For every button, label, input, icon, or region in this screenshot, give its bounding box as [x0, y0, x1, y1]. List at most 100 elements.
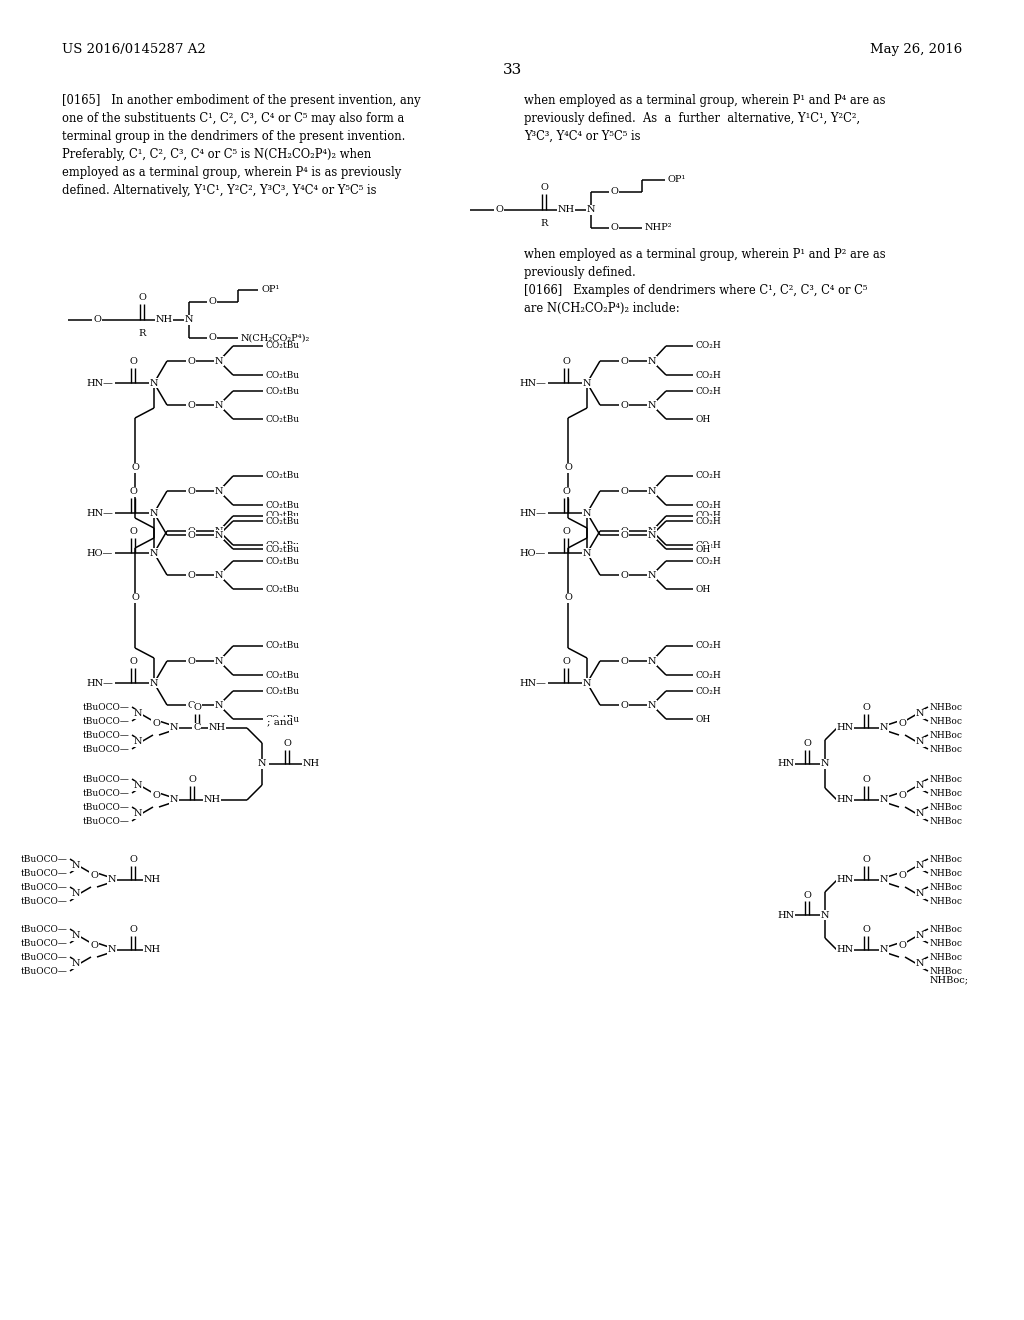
- Text: O: O: [898, 719, 906, 729]
- Text: N: N: [915, 809, 925, 818]
- Text: tBuOCO—: tBuOCO—: [22, 939, 68, 948]
- Text: O: O: [621, 356, 628, 366]
- Text: CO₂H: CO₂H: [695, 387, 721, 396]
- Text: N: N: [648, 570, 656, 579]
- Text: O: O: [152, 792, 160, 800]
- Text: O: O: [194, 704, 201, 713]
- Text: N: N: [821, 911, 829, 920]
- Text: NHBoc: NHBoc: [930, 803, 963, 812]
- Text: O: O: [93, 315, 101, 325]
- Text: R: R: [541, 219, 548, 228]
- Text: O: O: [129, 358, 137, 367]
- Text: NH: NH: [209, 723, 225, 733]
- Text: N: N: [72, 890, 80, 899]
- Text: tBuOCO—: tBuOCO—: [83, 788, 130, 797]
- Text: CO₂tBu: CO₂tBu: [265, 540, 299, 549]
- Text: NHBoc: NHBoc: [930, 854, 963, 863]
- Text: N: N: [215, 656, 223, 665]
- Text: O: O: [283, 739, 291, 748]
- Text: NHBoc: NHBoc: [930, 924, 963, 933]
- Text: O: O: [187, 356, 195, 366]
- Text: HO—: HO—: [87, 549, 113, 557]
- Text: CO₂H: CO₂H: [695, 471, 721, 480]
- Text: O: O: [187, 487, 195, 495]
- Text: O: O: [610, 187, 617, 197]
- Text: tBuOCO—: tBuOCO—: [22, 966, 68, 975]
- Text: N: N: [880, 723, 888, 733]
- Text: OH: OH: [695, 544, 711, 553]
- Text: NH: NH: [156, 315, 173, 325]
- Text: May 26, 2016: May 26, 2016: [869, 44, 962, 57]
- Text: HN: HN: [837, 945, 854, 954]
- Text: tBuOCO—: tBuOCO—: [83, 744, 130, 754]
- Text: tBuOCO—: tBuOCO—: [22, 896, 68, 906]
- Text: 33: 33: [503, 63, 521, 77]
- Text: N: N: [880, 875, 888, 884]
- Text: NHBoc: NHBoc: [930, 817, 963, 825]
- Text: O: O: [562, 358, 570, 367]
- Text: CO₂tBu: CO₂tBu: [265, 686, 299, 696]
- Text: HN: HN: [777, 759, 795, 768]
- Text: N: N: [915, 960, 925, 969]
- Text: CO₂H: CO₂H: [695, 516, 721, 525]
- Text: CO₂H: CO₂H: [695, 642, 721, 651]
- Text: N: N: [880, 945, 888, 954]
- Text: CO₂tBu: CO₂tBu: [265, 342, 299, 351]
- Text: CO₂tBu: CO₂tBu: [265, 500, 299, 510]
- Text: tBuOCO—: tBuOCO—: [83, 717, 130, 726]
- Text: CO₂tBu: CO₂tBu: [265, 511, 299, 520]
- Text: O: O: [187, 570, 195, 579]
- Text: O: O: [90, 941, 98, 950]
- Text: N: N: [108, 875, 117, 884]
- Text: O: O: [138, 293, 146, 302]
- Text: O: O: [187, 400, 195, 409]
- Text: CO₂tBu: CO₂tBu: [265, 471, 299, 480]
- Text: N: N: [215, 400, 223, 409]
- Text: O: O: [803, 739, 811, 748]
- Text: N: N: [150, 678, 159, 688]
- Text: O: O: [90, 871, 98, 880]
- Text: O: O: [131, 594, 139, 602]
- Text: N: N: [150, 549, 159, 557]
- Text: CO₂H: CO₂H: [695, 671, 721, 680]
- Text: N: N: [648, 701, 656, 710]
- Text: N: N: [215, 487, 223, 495]
- Text: N: N: [648, 356, 656, 366]
- Text: N: N: [72, 862, 80, 870]
- Text: O: O: [129, 487, 137, 496]
- Text: N: N: [72, 932, 80, 940]
- Text: N: N: [915, 738, 925, 747]
- Text: N: N: [821, 759, 829, 768]
- Text: when employed as a terminal group, wherein P¹ and P² are as
previously defined.
: when employed as a terminal group, where…: [524, 248, 886, 315]
- Text: N: N: [915, 710, 925, 718]
- Text: NHBoc: NHBoc: [930, 788, 963, 797]
- Text: O: O: [129, 855, 137, 865]
- Text: N: N: [915, 781, 925, 791]
- Text: O: O: [129, 657, 137, 667]
- Text: O: O: [621, 570, 628, 579]
- Text: CO₂H: CO₂H: [695, 342, 721, 351]
- Text: tBuOCO—: tBuOCO—: [22, 869, 68, 878]
- Text: O: O: [129, 925, 137, 935]
- Text: CO₂H: CO₂H: [695, 500, 721, 510]
- Text: HN: HN: [837, 723, 854, 733]
- Text: N(CH₂CO₂P⁴)₂: N(CH₂CO₂P⁴)₂: [241, 334, 310, 342]
- Text: tBuOCO—: tBuOCO—: [83, 730, 130, 739]
- Text: O: O: [862, 776, 870, 784]
- Text: N: N: [134, 781, 142, 791]
- Text: N: N: [648, 527, 656, 536]
- Text: N: N: [215, 701, 223, 710]
- Text: OH: OH: [695, 585, 711, 594]
- Text: N: N: [648, 656, 656, 665]
- Text: [0165]   In another embodiment of the present invention, any
one of the substitu: [0165] In another embodiment of the pres…: [62, 94, 421, 197]
- Text: O: O: [862, 925, 870, 935]
- Text: tBuOCO—: tBuOCO—: [83, 775, 130, 784]
- Text: OP¹: OP¹: [261, 285, 280, 294]
- Text: CO₂tBu: CO₂tBu: [265, 642, 299, 651]
- Text: tBuOCO—: tBuOCO—: [83, 817, 130, 825]
- Text: N: N: [134, 738, 142, 747]
- Text: CO₂tBu: CO₂tBu: [265, 516, 299, 525]
- Text: tBuOCO—: tBuOCO—: [22, 883, 68, 891]
- Text: NH: NH: [143, 945, 161, 954]
- Text: N: N: [583, 678, 591, 688]
